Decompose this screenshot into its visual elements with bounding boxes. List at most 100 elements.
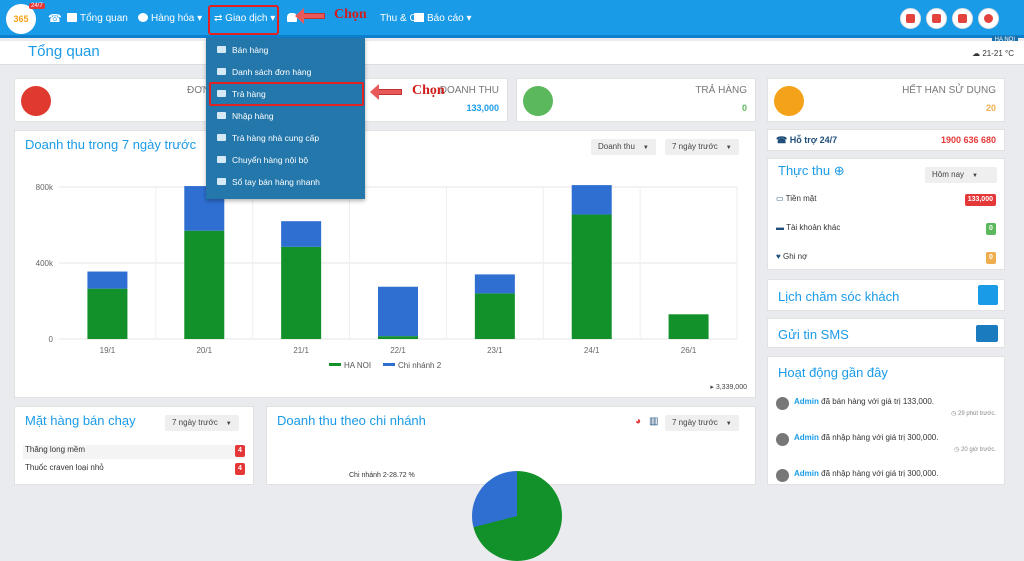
search-icon[interactable]: ⊕ [833, 163, 845, 178]
menu-item-sale[interactable]: Bán hàng [217, 42, 363, 59]
gear-icon[interactable] [952, 8, 973, 29]
y-tick-label: 400k [36, 259, 54, 268]
branch-revenue-panel: Doanh thu theo chi nhánh ◕ ▥ 7 ngày trướ… [266, 406, 756, 561]
sms-box[interactable]: Gửi tin SMS [767, 318, 1005, 348]
cash-icon: ▭ [776, 194, 784, 203]
revenue-chart: 0 400k 800k 19/1 20/1 21/1 22/1 23/1 24/1 26/1 [36, 183, 738, 355]
cloud-icon: ☁ [972, 49, 981, 58]
annotation-arrow [370, 84, 402, 100]
list-icon [217, 68, 226, 75]
support-phone[interactable]: 1900 636 680 [940, 135, 996, 145]
list-item: ▬ Tài khoản khác 0 [776, 223, 996, 237]
payments-period-select[interactable]: Hôm nay [925, 167, 997, 183]
bomb-icon [774, 86, 804, 116]
user-icon[interactable] [978, 8, 999, 29]
nav-overview[interactable]: Tổng quan [67, 13, 128, 24]
cube-icon [138, 13, 148, 22]
x-tick-label: 19/1 [100, 346, 116, 355]
list-item: ♥ Ghi nợ 0 [776, 252, 996, 266]
support-box: ☎ Hỗ trợ 24/7 1900 636 680 [767, 129, 1005, 151]
nav-finance[interactable]: Thu & Chi [380, 13, 425, 24]
pie-label: Chi nhánh 2-28.72 % [349, 472, 415, 479]
revenue-type-select[interactable]: Doanh thu [591, 139, 656, 155]
activity-item: Admin đã nhập hàng với giá trị 300,000. [776, 467, 996, 493]
top-navbar: 365 24/7 ☎ Tổng quan Hàng hóa ▾ ⇄ Giao d… [0, 0, 1024, 38]
report-icon [414, 13, 424, 22]
edit-icon [217, 178, 226, 185]
share-icon [217, 134, 226, 141]
activity-box: Hoạt động gần đây Admin đã bán hàng với … [767, 356, 1005, 485]
transfer-icon: ⇄ [214, 13, 223, 24]
truck-icon [776, 469, 789, 482]
list-item: Thăng long mềm 4 [23, 445, 245, 459]
return-arrow-icon [523, 86, 553, 116]
truck-icon [776, 433, 789, 446]
revenue-title: Doanh thu trong 7 ngày trước [25, 137, 197, 152]
bar-ha-noi [281, 246, 322, 339]
list-item: ▭ Tiền mặt 133,000 [776, 194, 996, 208]
card-icon: ▬ [776, 223, 784, 232]
bar-ha-noi [378, 336, 418, 339]
nav-reports[interactable]: Báo cáo ▾ [414, 13, 472, 24]
annotation-label: Chọn [334, 7, 367, 22]
bar-ha-noi [668, 314, 709, 339]
activity-item: Admin đã nhập hàng với giá trị 300,000. ◷… [776, 431, 996, 457]
envelope-icon [976, 325, 998, 342]
pie-chart-icon[interactable]: ◕ [635, 416, 642, 427]
x-tick-label: 21/1 [293, 346, 309, 355]
bar-chart-icon[interactable]: ▥ [649, 416, 659, 427]
phone-icon[interactable]: ☎ [48, 13, 62, 25]
y-tick-label: 0 [49, 335, 54, 344]
logo[interactable]: 365 [6, 4, 36, 34]
annotation-arrow [295, 8, 325, 24]
branch-period-select[interactable]: 7 ngày trước [665, 415, 739, 431]
y-tick-label: 800k [36, 183, 54, 192]
recycle-icon [217, 156, 226, 163]
menu-item-import[interactable]: Nhập hàng [217, 108, 363, 125]
menu-item-transfer[interactable]: Chuyển hàng nội bộ [217, 152, 363, 169]
bestsellers-period-select[interactable]: 7 ngày trước [165, 415, 239, 431]
bestsellers-panel: Mặt hàng bán chạy 7 ngày trước Thăng lon… [14, 406, 254, 485]
x-tick-label: 20/1 [196, 346, 212, 355]
revenue-total: ▸ 3,339,000 [710, 384, 747, 391]
clipboard-icon[interactable] [926, 8, 947, 29]
users-icon [287, 13, 297, 22]
selected-menu-highlight [209, 82, 364, 106]
cart-icon [21, 86, 51, 116]
bar-chi-nhánh-2 [571, 185, 612, 215]
care-schedule-box[interactable]: Lịch chăm sóc khách [767, 279, 1005, 311]
x-tick-label: 26/1 [681, 346, 697, 355]
page-header: Tổng quan ☁ 21-21 °C [0, 41, 1024, 65]
location-badge: HA NOI [991, 36, 1018, 44]
bar-chi-nhánh-2 [474, 274, 515, 294]
bar-ha-noi [184, 230, 225, 339]
phone-icon: ☎ [776, 135, 788, 145]
heart-icon: ♥ [776, 252, 781, 261]
share-icon [217, 90, 226, 97]
x-tick-label: 22/1 [390, 346, 406, 355]
bar-ha-noi [571, 214, 612, 339]
list-item: Thuốc craven loại nhỏ 4 [23, 463, 245, 477]
legend-item: Chi nhánh 2 [383, 361, 441, 370]
x-tick-label: 23/1 [487, 346, 503, 355]
bar-chi-nhánh-2 [378, 286, 418, 337]
calendar-icon [978, 285, 998, 305]
revenue-panel: Doanh thu trong 7 ngày trước Doanh thu 7… [14, 130, 756, 398]
weather: ☁ 21-21 °C [972, 49, 1014, 58]
nav-transactions[interactable]: ⇄ Giao dịch ▾ [214, 13, 276, 24]
bar-chi-nhánh-2 [87, 271, 128, 289]
menu-item-orders[interactable]: Danh sách đơn hàng [217, 64, 363, 81]
menu-item-supplier-returns[interactable]: Trả hàng nhà cung cấp [217, 130, 363, 147]
activity-item: Admin đã bán hàng với giá trị 133,000. ◷ … [776, 395, 996, 421]
menu-item-returns[interactable]: Trả hàng [217, 86, 363, 103]
transactions-dropdown: Bán hàng Danh sách đơn hàng Trả hàng Nhậ… [206, 38, 365, 199]
menu-item-notebook[interactable]: Sổ tay bán hàng nhanh [217, 174, 363, 191]
nav-products[interactable]: Hàng hóa ▾ [138, 13, 202, 24]
nav-partners[interactable] [287, 13, 300, 24]
cart-icon[interactable] [900, 8, 921, 29]
cart-icon [776, 397, 789, 410]
revenue-period-select[interactable]: 7 ngày trước [665, 139, 739, 155]
support-badge: 24/7 [29, 3, 45, 9]
stat-expiry: HẾT HẠN SỬ DỤNG 20 [767, 78, 1005, 122]
selected-highlight [208, 5, 279, 35]
